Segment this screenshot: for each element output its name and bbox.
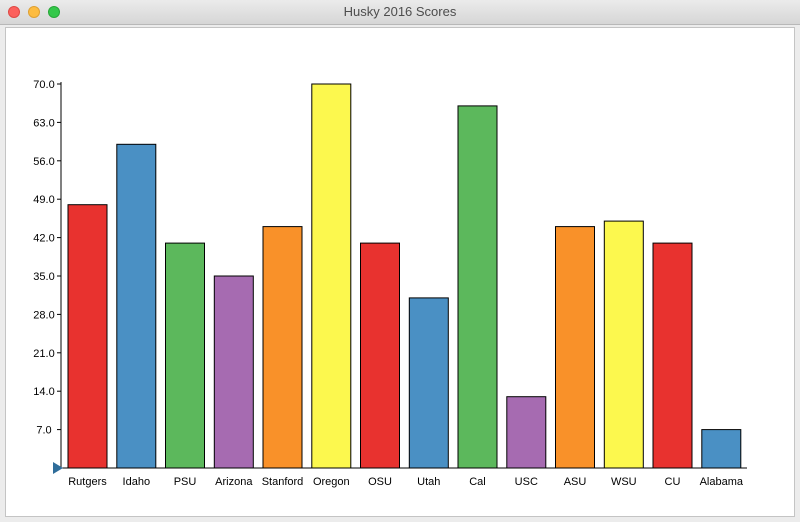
y-tick-label: 35.0 [33, 271, 54, 283]
bar-cu [652, 242, 693, 469]
bar-rutgers [67, 204, 108, 469]
bar-idaho [116, 143, 157, 469]
x-category-label: WSU [611, 476, 637, 488]
y-axis: 7.0 14.0 21.0 28.0 35.0 42.0 49.0 56.0 63.0 70.0 [33, 79, 62, 468]
bar-oregon [311, 83, 352, 469]
bar-asu [555, 226, 595, 469]
x-axis: Rutgers Idaho PSU Arizona Stanford Oregon OSU U… [53, 462, 747, 488]
x-category-label: Idaho [123, 476, 151, 488]
y-tick-label: 63.0 [33, 117, 54, 129]
y-tick-label: 14.0 [33, 386, 54, 398]
y-tick-label: 28.0 [33, 309, 54, 321]
bar-utah [408, 297, 449, 469]
bar-alabama [701, 429, 742, 469]
bar-arizona [213, 275, 254, 469]
title-bar[interactable]: Husky 2016 Scores [0, 0, 800, 25]
bar-psu [165, 242, 205, 469]
bar-osu [360, 242, 400, 469]
y-tick-label: 49.0 [33, 194, 54, 206]
window-title: Husky 2016 Scores [343, 4, 457, 19]
bar-wsu [603, 220, 644, 469]
x-category-label: Oregon [313, 476, 350, 488]
close-window-button[interactable] [8, 6, 20, 18]
bar-stanford [262, 226, 303, 469]
x-category-label: ASU [564, 476, 587, 488]
axis-origin-arrow-icon [53, 462, 63, 474]
x-category-label: USC [515, 476, 538, 488]
x-category-label: Arizona [215, 476, 253, 488]
x-category-label: PSU [174, 476, 197, 488]
bar-usc [506, 396, 547, 469]
x-category-label: Stanford [262, 476, 304, 488]
bar-cal [457, 105, 498, 469]
x-category-label: OSU [368, 476, 392, 488]
zoom-window-button[interactable] [48, 6, 60, 18]
y-tick-label: 21.0 [33, 348, 54, 360]
y-tick-label: 56.0 [33, 156, 54, 168]
x-category-label: Cal [469, 476, 486, 488]
x-category-label: Alabama [700, 476, 744, 488]
minimize-window-button[interactable] [28, 6, 40, 18]
x-category-label: Utah [417, 476, 440, 488]
y-tick-label: 7.0 [36, 425, 51, 437]
x-category-label: Rutgers [68, 476, 107, 488]
x-category-label: CU [665, 476, 681, 488]
y-tick-label: 42.0 [33, 233, 54, 245]
bars [67, 83, 742, 469]
y-tick-label: 70.0 [33, 79, 54, 91]
